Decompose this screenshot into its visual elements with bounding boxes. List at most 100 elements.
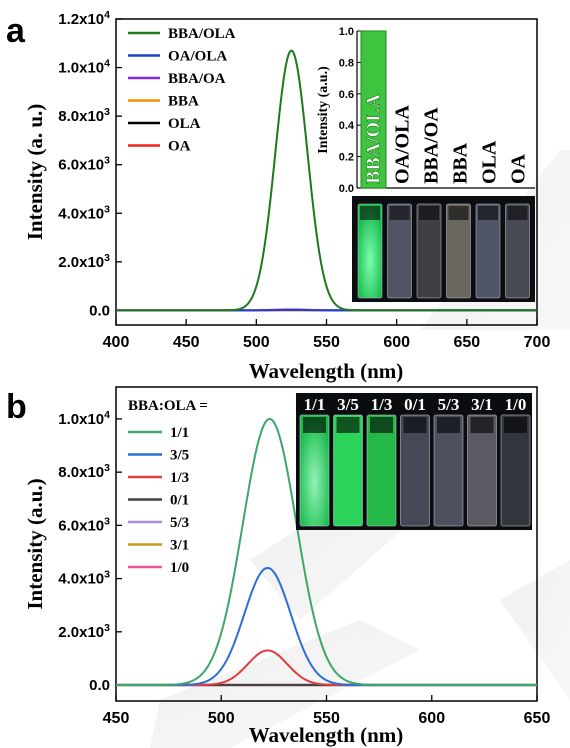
panel-a-x-tick-label: 500 <box>243 334 270 351</box>
panel-b-x-tick-label: 500 <box>208 710 235 727</box>
panel-label-a: a <box>6 12 26 50</box>
panel-a-x-tick-label: 400 <box>103 334 130 351</box>
panel-a-legend-label: BBA/OA <box>168 71 226 87</box>
inset-bar <box>360 30 387 189</box>
inset-y-tick-label: 0.8 <box>339 57 354 69</box>
inset-y-tick-label: 0.2 <box>339 152 354 164</box>
cuvette-cap <box>478 206 498 220</box>
cuvette-cap <box>437 417 460 433</box>
cuvette <box>400 414 430 527</box>
cuvette <box>357 203 383 299</box>
panel-a-series <box>116 49 537 312</box>
cuvette <box>333 414 363 527</box>
panel-a-inset: 0.0 0.2 0.4 0.6 0.8 1.0 Intensity (a.u.) BBA/OL… <box>316 26 535 302</box>
panel-a-x-tick-label: 700 <box>524 334 551 351</box>
panel-a-legend-label: OA/OLA <box>168 49 227 65</box>
panel-a-y-axis-title: Intensity (a. u.) <box>23 104 47 241</box>
cuvette-label: 5/3 <box>438 395 460 414</box>
panel-b-legend-label: 5/3 <box>170 515 189 531</box>
cuvette <box>475 203 501 299</box>
cuvette-cap <box>403 417 427 433</box>
panel-b-x-axis-title: Wavelength (nm) <box>249 723 404 747</box>
cuvette <box>366 414 397 527</box>
inset-y-tick-label: 1.0 <box>339 26 354 38</box>
cuvette <box>467 414 497 527</box>
panel-a-chart: 400 450 500 550 600 650 700 0.0 2.0x103 4.0x103 6.… <box>23 9 550 383</box>
inset-category-label: BBA/OLA <box>363 93 385 184</box>
panel-a-y-tick-label: 4.0x103 <box>58 203 110 222</box>
panel-a-x-tick-label: 650 <box>453 334 480 351</box>
panel-b-ticks: 450 500 550 600 650 0.0 2.0x103 4.0x103 6.0x103 8… <box>58 409 550 727</box>
panel-b-legend-label: 3/5 <box>170 448 189 464</box>
panel-a-x-tick-label: 550 <box>313 334 340 351</box>
cuvette <box>433 414 464 527</box>
panel-a-y-tick-label: 2.0x103 <box>58 252 110 271</box>
cuvette-label: 1/1 <box>304 395 326 414</box>
inset-category-label: BBA <box>450 142 472 184</box>
panel-a-y-tick-label: 0.0 <box>89 302 110 319</box>
panel-a-x-tick-label: 600 <box>383 334 410 351</box>
panel-a-legend: BBA/OLA OA/OLA BBA/OA BBA OLA OA <box>128 26 236 155</box>
cuvette-label: 1/0 <box>505 395 527 414</box>
panel-a-legend-label: OA <box>168 139 191 155</box>
panel-a-x-tick-label: 450 <box>173 334 200 351</box>
panel-b-y-tick-label: 4.0x103 <box>58 569 110 588</box>
inset-category-label: OLA <box>479 140 501 184</box>
inset-category-label: OA/OLA <box>392 105 414 184</box>
panel-a-y-tick-label: 1.0x104 <box>58 58 110 77</box>
panel-b-legend-label: 3/1 <box>170 538 189 554</box>
panel-b-y-tick-label: 8.0x103 <box>58 462 110 481</box>
panel-a-y-tick-label: 1.2x104 <box>58 9 110 28</box>
cuvette <box>299 414 330 527</box>
cuvette-cap <box>303 417 326 433</box>
cuvette <box>500 414 531 527</box>
cuvette-cap <box>504 417 527 433</box>
cuvette-cap <box>389 206 410 220</box>
cuvette-label: 0/1 <box>404 395 426 414</box>
inset-category-label: OA <box>508 153 530 184</box>
cuvette-cap <box>448 206 469 220</box>
panel-a-legend-label: BBA <box>168 94 199 110</box>
panel-b-cuvette-photo: 1/1 3/5 1/3 0/1 5/3 3/1 1/0 <box>296 393 532 530</box>
cuvette-cap <box>370 417 393 433</box>
cuvette-cap <box>336 417 360 433</box>
cuvette-cap <box>360 206 380 220</box>
cuvette <box>416 203 442 299</box>
panel-b-x-tick-label: 600 <box>418 710 445 727</box>
cuvette-label: 3/5 <box>337 395 359 414</box>
panel-b-legend-label: 1/1 <box>170 425 189 441</box>
panel-b-y-tick-label: 2.0x103 <box>58 622 110 641</box>
cuvette-cap <box>507 206 528 220</box>
inset-y-axis-title: Intensity (a.u.) <box>316 66 331 154</box>
panel-a-series-line <box>116 49 537 312</box>
panel-b-series <box>116 417 537 687</box>
panel-a-legend-label: BBA/OLA <box>168 26 236 42</box>
panel-b-legend-label: 1/3 <box>170 470 189 486</box>
panel-b-legend-label: 0/1 <box>170 493 189 509</box>
inset-category-label: BBA/OA <box>421 107 443 184</box>
panel-b-x-tick-label: 550 <box>313 710 340 727</box>
panel-a-y-tick-label: 8.0x103 <box>58 106 110 125</box>
panel-b-y-tick-label: 1.0x104 <box>58 409 110 428</box>
panel-a-y-tick-label: 6.0x103 <box>58 155 110 174</box>
panel-b-y-axis-title: Intensity (a.u.) <box>23 478 47 609</box>
cuvette-label: 1/3 <box>371 395 393 414</box>
panel-b-legend-label: 1/0 <box>170 560 189 576</box>
panel-b-legend-title: BBA:OLA = <box>128 398 208 414</box>
panel-b-x-tick-label: 650 <box>524 710 551 727</box>
panel-a-ticks: 400 450 500 550 600 650 700 0.0 2.0x103 4.0x103 6.… <box>58 9 550 351</box>
inset-y-tick-label: 0.4 <box>339 120 355 132</box>
panel-b-y-tick-label: 0.0 <box>89 677 110 694</box>
panel-b-legend: BBA:OLA = 1/1 3/5 1/3 0/1 5/3 3/1 1/0 <box>128 398 208 576</box>
cuvette <box>387 203 412 299</box>
inset-y-tick-label: 0.6 <box>339 89 354 101</box>
cuvette-cap <box>470 417 494 433</box>
cuvette-cap <box>419 206 439 220</box>
panel-label-b: b <box>6 388 27 426</box>
cuvette-label: 3/1 <box>471 395 493 414</box>
panel-a-legend-label: OLA <box>168 116 201 132</box>
panel-b-chart: 450 500 550 600 650 0.0 2.0x103 4.0x103 6.0x103 8… <box>23 386 550 747</box>
inset-y-tick-label: 0.0 <box>339 183 354 195</box>
panel-a-x-axis-title: Wavelength (nm) <box>249 359 404 383</box>
